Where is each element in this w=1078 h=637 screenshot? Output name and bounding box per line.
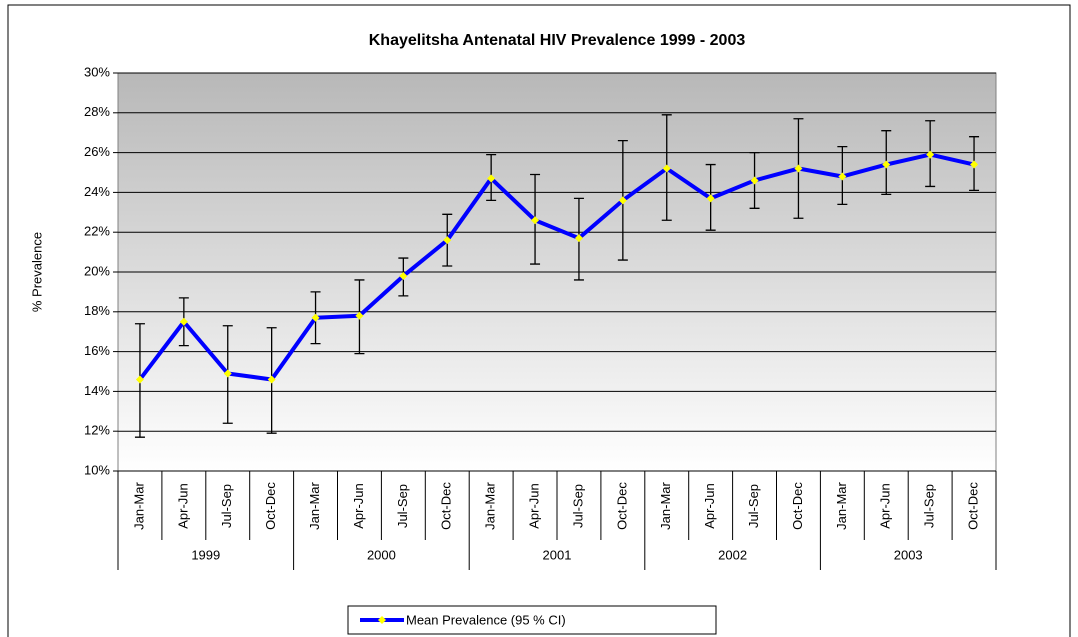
x-group-label: 2001 bbox=[543, 547, 572, 562]
legend bbox=[347, 605, 717, 635]
x-tick-label: Apr-Jun bbox=[526, 483, 541, 529]
point bbox=[838, 172, 847, 181]
x-tick-label: Jul-Sep bbox=[922, 484, 937, 528]
point bbox=[706, 194, 715, 203]
x-tick-label: Jul-Sep bbox=[746, 484, 761, 528]
x-tick-label: Oct-Dec bbox=[965, 482, 980, 530]
point bbox=[750, 176, 759, 185]
point bbox=[179, 317, 188, 326]
x-tick-label: Apr-Jun bbox=[878, 483, 893, 529]
x-tick-label: Oct-Dec bbox=[614, 482, 629, 530]
x-tick-label: Jul-Sep bbox=[570, 484, 585, 528]
x-tick-label: Apr-Jun bbox=[702, 483, 717, 529]
y-tick-label: 18% bbox=[84, 303, 110, 318]
y-tick-label: 22% bbox=[84, 224, 110, 239]
y-tick-label: 26% bbox=[84, 144, 110, 159]
point bbox=[662, 164, 671, 173]
y-tick-label: 30% bbox=[84, 64, 110, 79]
chart-title: Khayelitsha Antenatal HIV Prevalence 199… bbox=[369, 32, 746, 49]
x-group-label: 2002 bbox=[718, 547, 747, 562]
y-tick-label: 12% bbox=[84, 423, 110, 438]
point bbox=[311, 313, 320, 322]
x-tick-label: Jul-Sep bbox=[395, 484, 410, 528]
x-tick-label: Oct-Dec bbox=[790, 482, 805, 530]
x-tick-label: Jan-Mar bbox=[307, 481, 322, 529]
x-tick-label: Jan-Mar bbox=[131, 481, 146, 529]
series-line bbox=[138, 152, 975, 382]
point bbox=[618, 196, 627, 205]
y-axis-title: % Prevalence bbox=[29, 232, 44, 312]
point bbox=[926, 150, 935, 159]
y-tick-label: 28% bbox=[84, 104, 110, 119]
x-group-label: 2000 bbox=[367, 547, 396, 562]
y-tick-label: 10% bbox=[84, 462, 110, 477]
x-group-label: 1999 bbox=[191, 547, 220, 562]
x-tick-label: Oct-Dec bbox=[263, 482, 278, 530]
x-tick-label: Jan-Mar bbox=[483, 481, 498, 529]
x-tick-label: Jan-Mar bbox=[834, 481, 849, 529]
x-tick-label: Apr-Jun bbox=[351, 483, 366, 529]
y-tick-label: 16% bbox=[84, 343, 110, 358]
y-tick-label: 20% bbox=[84, 263, 110, 278]
point bbox=[794, 164, 803, 173]
point bbox=[882, 160, 891, 169]
point bbox=[443, 236, 452, 245]
x-tick-label: Jul-Sep bbox=[219, 484, 234, 528]
point bbox=[531, 216, 540, 225]
point bbox=[970, 160, 979, 169]
x-tick-label: Jan-Mar bbox=[658, 481, 673, 529]
point bbox=[355, 311, 364, 320]
x-group-label: 2003 bbox=[894, 547, 923, 562]
x-tick-label: Apr-Jun bbox=[175, 483, 190, 529]
point bbox=[399, 271, 408, 280]
x-tick-label: Oct-Dec bbox=[439, 482, 454, 530]
point bbox=[267, 375, 276, 384]
point bbox=[223, 369, 232, 378]
y-tick-label: 14% bbox=[84, 383, 110, 398]
point bbox=[135, 375, 144, 384]
point bbox=[487, 174, 496, 183]
legend-marker bbox=[378, 616, 386, 624]
legend-label: Mean Prevalence (95 % CI) bbox=[406, 612, 566, 627]
y-tick-label: 24% bbox=[84, 184, 110, 199]
point bbox=[574, 234, 583, 243]
